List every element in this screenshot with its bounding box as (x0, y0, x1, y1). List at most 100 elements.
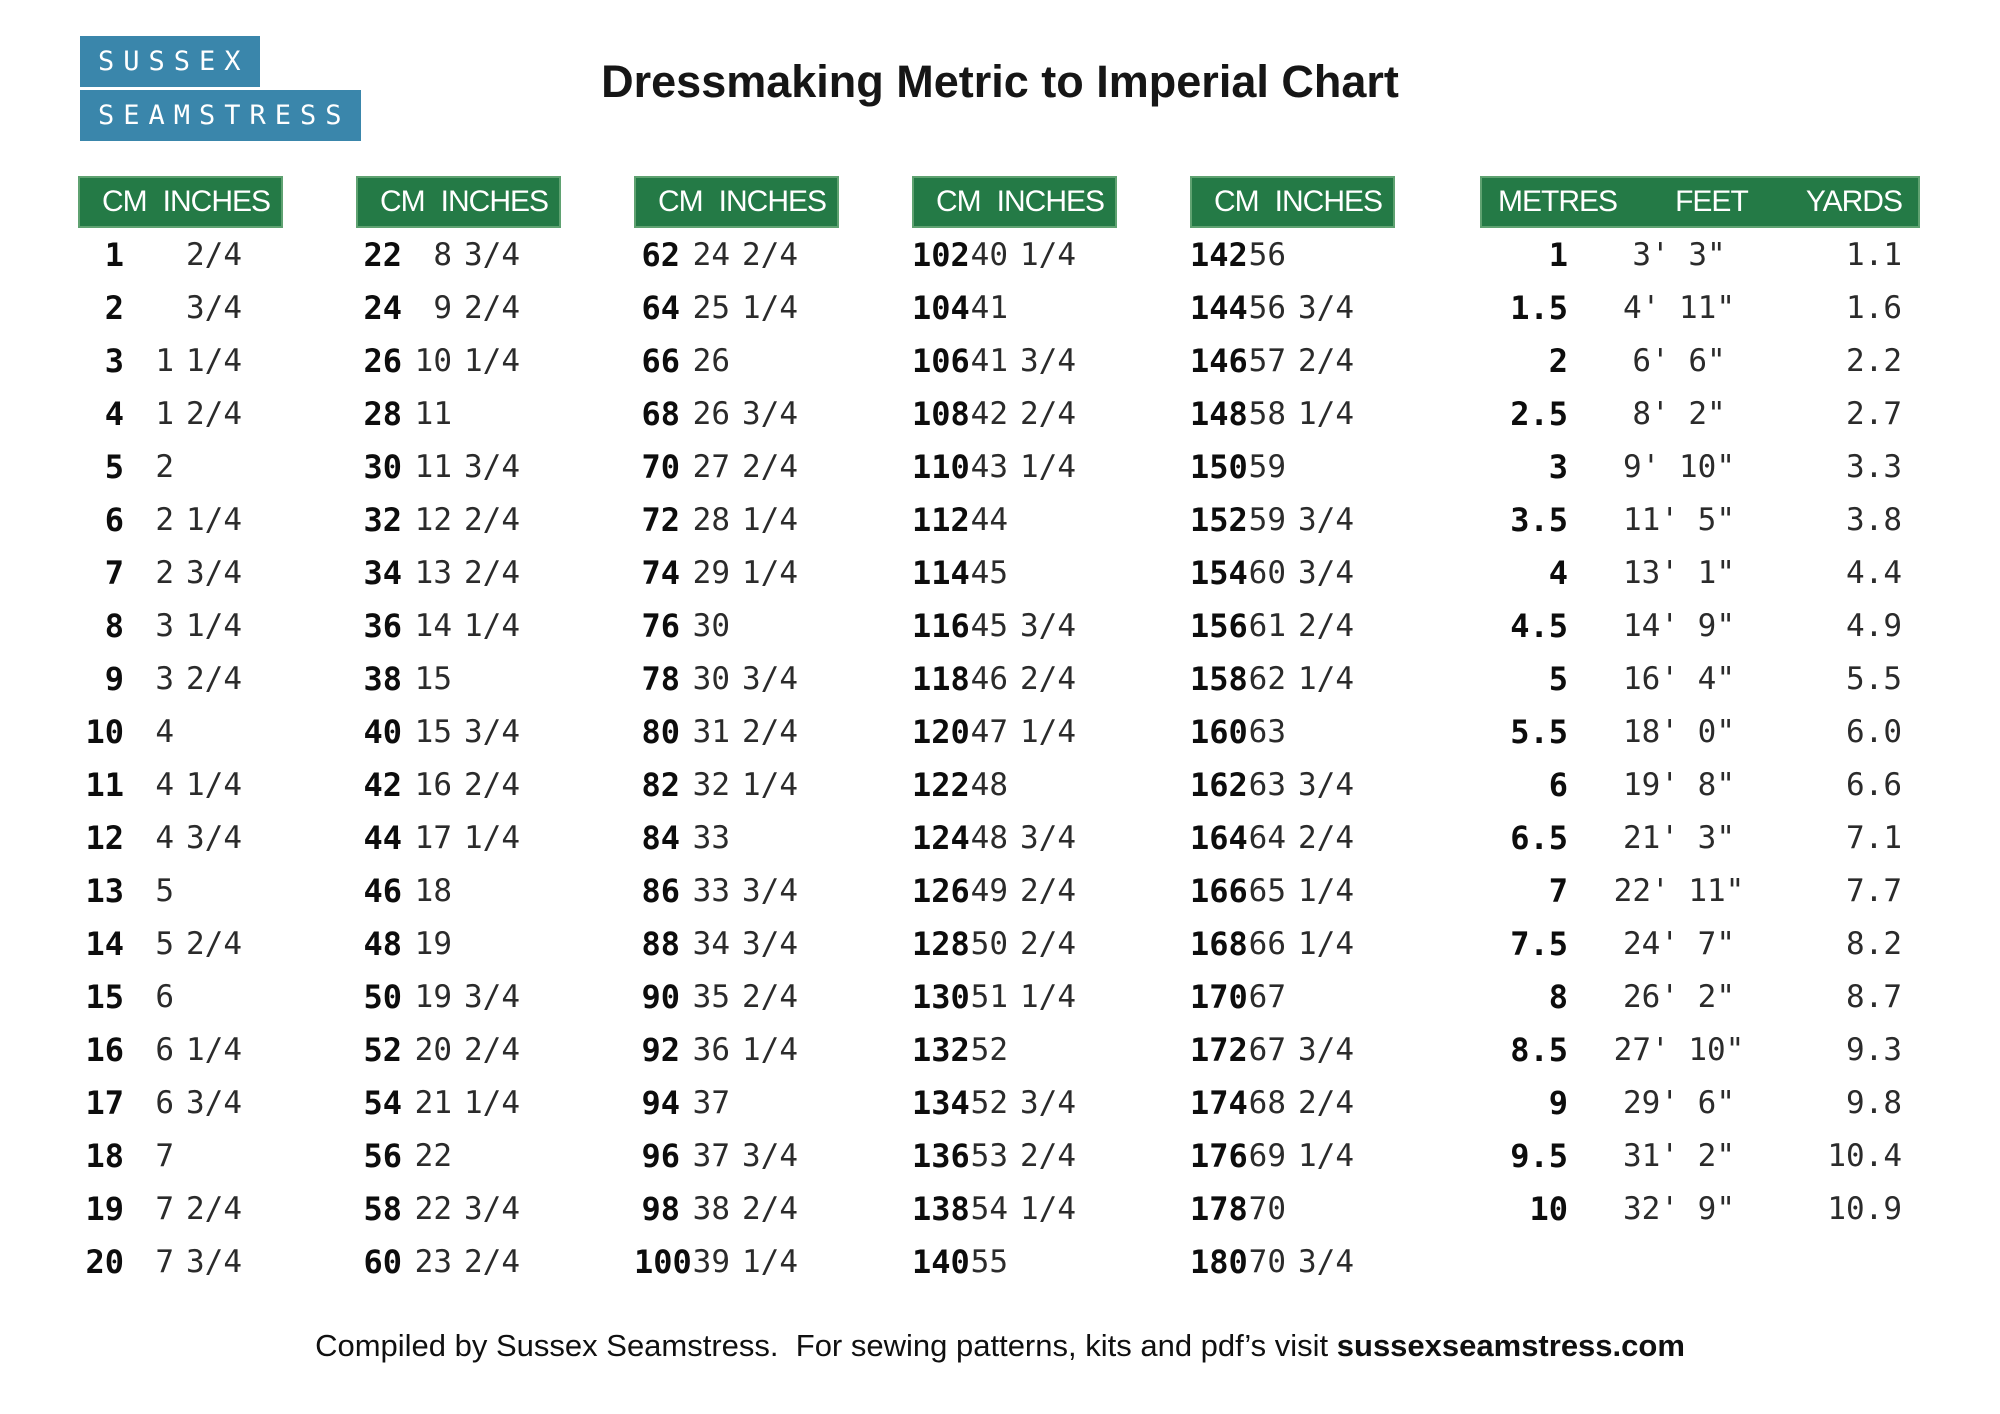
cm-value: 10 (85, 712, 124, 751)
table-row: 52 20 2/4 (356, 1023, 561, 1076)
table-row: 64 25 1/4 (634, 281, 839, 334)
table-row: 164 64 2/4 (1190, 811, 1395, 864)
inches-fraction: 1/4 (186, 1031, 242, 1068)
inches-fraction: 3/4 (464, 1190, 520, 1227)
table-row: 2 6' 6" 2.2 (1480, 334, 1920, 387)
table-row: 28 11 (356, 387, 561, 440)
table-row: 128 50 2/4 (912, 917, 1117, 970)
inches-whole: 26 (692, 342, 730, 379)
cm-value: 82 (641, 765, 680, 804)
yards-value: 5.5 (1846, 660, 1902, 697)
inches-whole: 20 (414, 1031, 452, 1068)
table-row: 72 28 1/4 (634, 493, 839, 546)
inches-whole: 9 (433, 289, 452, 326)
table-row: 86 33 3/4 (634, 864, 839, 917)
logo-text-seamstress: SEAMSTRESS (80, 90, 361, 141)
table-row: 16 6 1/4 (78, 1023, 283, 1076)
table-row: 172 67 3/4 (1190, 1023, 1395, 1076)
inches-fraction: 1/4 (1020, 1190, 1076, 1227)
inches-fraction: 2/4 (464, 554, 520, 591)
table-row: 8 3 1/4 (78, 599, 283, 652)
table-row: 36 14 1/4 (356, 599, 561, 652)
conversion-tables-container: CM INCHES 1 2/4 2 3/4 3 1 1/4 4 1 2/4 5 2 6 2 1/4 7 2 3/4 8 3… (78, 176, 1920, 1288)
table-row: 11 4 1/4 (78, 758, 283, 811)
table-row: 150 59 (1190, 440, 1395, 493)
inches-fraction: 2/4 (742, 1190, 798, 1227)
feet-value: 11' 5" (1623, 501, 1735, 538)
footer-website-text: sussexseamstress.com (1336, 1328, 1685, 1363)
inches-fraction: 1/4 (1020, 713, 1076, 750)
inches-fraction: 1/4 (464, 342, 520, 379)
inches-whole: 1 (155, 342, 174, 379)
cm-value: 54 (363, 1083, 402, 1122)
cm-value: 74 (641, 553, 680, 592)
inches-whole: 36 (692, 1031, 730, 1068)
metres-value: 1.5 (1510, 288, 1568, 327)
table-row: 10 32' 9" 10.9 (1480, 1182, 1920, 1235)
inches-fraction: 1/4 (1298, 1137, 1354, 1174)
inches-fraction: 3/4 (1298, 1243, 1354, 1280)
cm-value: 18 (85, 1136, 124, 1175)
inches-whole: 49 (970, 872, 1008, 909)
inches-fraction: 2/4 (186, 395, 242, 432)
table-row: 158 62 1/4 (1190, 652, 1395, 705)
inches-fraction: 1/4 (186, 607, 242, 644)
inches-fraction: 3/4 (742, 925, 798, 962)
inches-whole: 51 (970, 978, 1008, 1015)
inches-whole: 60 (1248, 554, 1286, 591)
inches-whole: 45 (970, 554, 1008, 591)
inches-fraction: 2/4 (464, 1243, 520, 1280)
table-row: 8.5 27' 10" 9.3 (1480, 1023, 1920, 1076)
inches-whole: 39 (692, 1243, 730, 1280)
table-row: 8 26' 2" 8.7 (1480, 970, 1920, 1023)
column-header: CM (102, 185, 148, 218)
cm-value: 42 (363, 765, 402, 804)
table-row: 94 37 (634, 1076, 839, 1129)
table-row: 106 41 3/4 (912, 334, 1117, 387)
inches-whole: 17 (414, 819, 452, 856)
cm-value: 162 (1190, 765, 1248, 804)
table-row: 154 60 3/4 (1190, 546, 1395, 599)
inches-fraction: 3/4 (186, 1084, 242, 1121)
table-row: 19 7 2/4 (78, 1182, 283, 1235)
inches-whole: 57 (1248, 342, 1286, 379)
metres-value: 10 (1529, 1189, 1568, 1228)
yards-value: 8.2 (1846, 925, 1902, 962)
table-row: 152 59 3/4 (1190, 493, 1395, 546)
inches-fraction: 2/4 (1298, 819, 1354, 856)
logo-text-sussex: SUSSEX (80, 36, 260, 87)
metres-value: 2 (1548, 341, 1568, 380)
inches-fraction: 3/4 (1298, 289, 1354, 326)
inches-whole: 62 (1248, 660, 1286, 697)
inches-whole: 27 (692, 448, 730, 485)
inches-whole: 48 (970, 766, 1008, 803)
inches-fraction: 1/4 (742, 766, 798, 803)
inches-whole: 6 (155, 1031, 174, 1068)
table-row: 12 4 3/4 (78, 811, 283, 864)
table-row: 9 29' 6" 9.8 (1480, 1076, 1920, 1129)
yards-value: 3.3 (1846, 448, 1902, 485)
inches-whole: 11 (414, 448, 452, 485)
column-header: INCHES (1274, 185, 1383, 218)
inches-whole: 35 (692, 978, 730, 1015)
inches-fraction: 3/4 (186, 554, 242, 591)
table-row: 110 43 1/4 (912, 440, 1117, 493)
inches-whole: 25 (692, 289, 730, 326)
cm-value: 8 (104, 606, 124, 645)
cm-value: 86 (641, 871, 680, 910)
inches-whole: 1 (155, 395, 174, 432)
inches-whole: 4 (155, 819, 174, 856)
inches-whole: 7 (155, 1190, 174, 1227)
yards-value: 7.7 (1846, 872, 1902, 909)
inches-whole: 8 (433, 236, 452, 273)
inches-whole: 11 (414, 395, 452, 432)
cm-value: 174 (1190, 1083, 1248, 1122)
table-row: 124 48 3/4 (912, 811, 1117, 864)
yards-value: 9.3 (1846, 1031, 1902, 1068)
inches-fraction: 1/4 (742, 554, 798, 591)
table-row: 3 9' 10" 3.3 (1480, 440, 1920, 493)
table-row: 1.5 4' 11" 1.6 (1480, 281, 1920, 334)
cm-value: 116 (912, 606, 970, 645)
inches-whole: 56 (1248, 289, 1286, 326)
